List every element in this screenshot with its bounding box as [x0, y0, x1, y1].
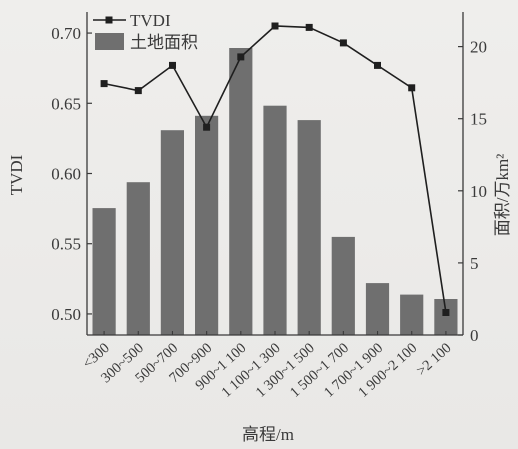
bar-9: [400, 294, 424, 335]
x-tick-label-10: >2 100: [414, 340, 455, 379]
right-tick-label-3: 15: [470, 110, 487, 129]
left-tick-label-0: 0.50: [51, 305, 81, 324]
left-tick-label-1: 0.55: [51, 235, 81, 254]
bar-1: [126, 182, 150, 335]
tvdi-point-3: [203, 123, 211, 131]
left-tick-label-3: 0.65: [51, 94, 81, 113]
tvdi-point-2: [169, 61, 176, 69]
legend-label-area: 土地面积: [130, 33, 198, 52]
tvdi-point-10: [442, 309, 450, 316]
right-tick-label-0: 0: [470, 326, 479, 345]
bar-5: [263, 105, 287, 335]
legend-marker-swatch: [105, 16, 113, 24]
tvdi-point-4: [237, 53, 245, 61]
right-tick-label-2: 10: [470, 182, 487, 201]
tvdi-point-5: [271, 22, 279, 30]
bar-3: [195, 115, 219, 335]
legend-label-tvdi: TVDI: [130, 11, 171, 30]
bar-4: [229, 48, 253, 335]
bar-10: [434, 299, 458, 335]
left-tick-label-2: 0.60: [51, 165, 81, 184]
legend-bar-swatch: [95, 33, 124, 50]
line-layer: [100, 22, 450, 316]
right-tick-label-1: 5: [470, 254, 479, 273]
bar-6: [297, 120, 321, 335]
left-axis-title: TVDI: [7, 154, 26, 195]
bar-2: [160, 130, 184, 335]
tvdi-point-8: [374, 61, 381, 69]
bar-8: [365, 283, 390, 335]
bars-layer: [92, 48, 458, 335]
bar-0: [92, 208, 116, 335]
x-axis-title: 高程/m: [242, 425, 294, 444]
right-tick-label-4: 20: [470, 38, 487, 57]
tvdi-point-1: [134, 87, 142, 95]
tvdi-point-6: [305, 23, 313, 31]
tvdi-point-7: [339, 39, 347, 47]
tvdi-point-0: [100, 80, 108, 88]
tvdi-point-9: [408, 84, 416, 92]
legend: TVDI 土地面积: [93, 11, 198, 52]
left-tick-label-4: 0.70: [51, 24, 81, 43]
bar-7: [331, 236, 355, 335]
right-axis-title: 面积/万km²: [493, 154, 512, 237]
